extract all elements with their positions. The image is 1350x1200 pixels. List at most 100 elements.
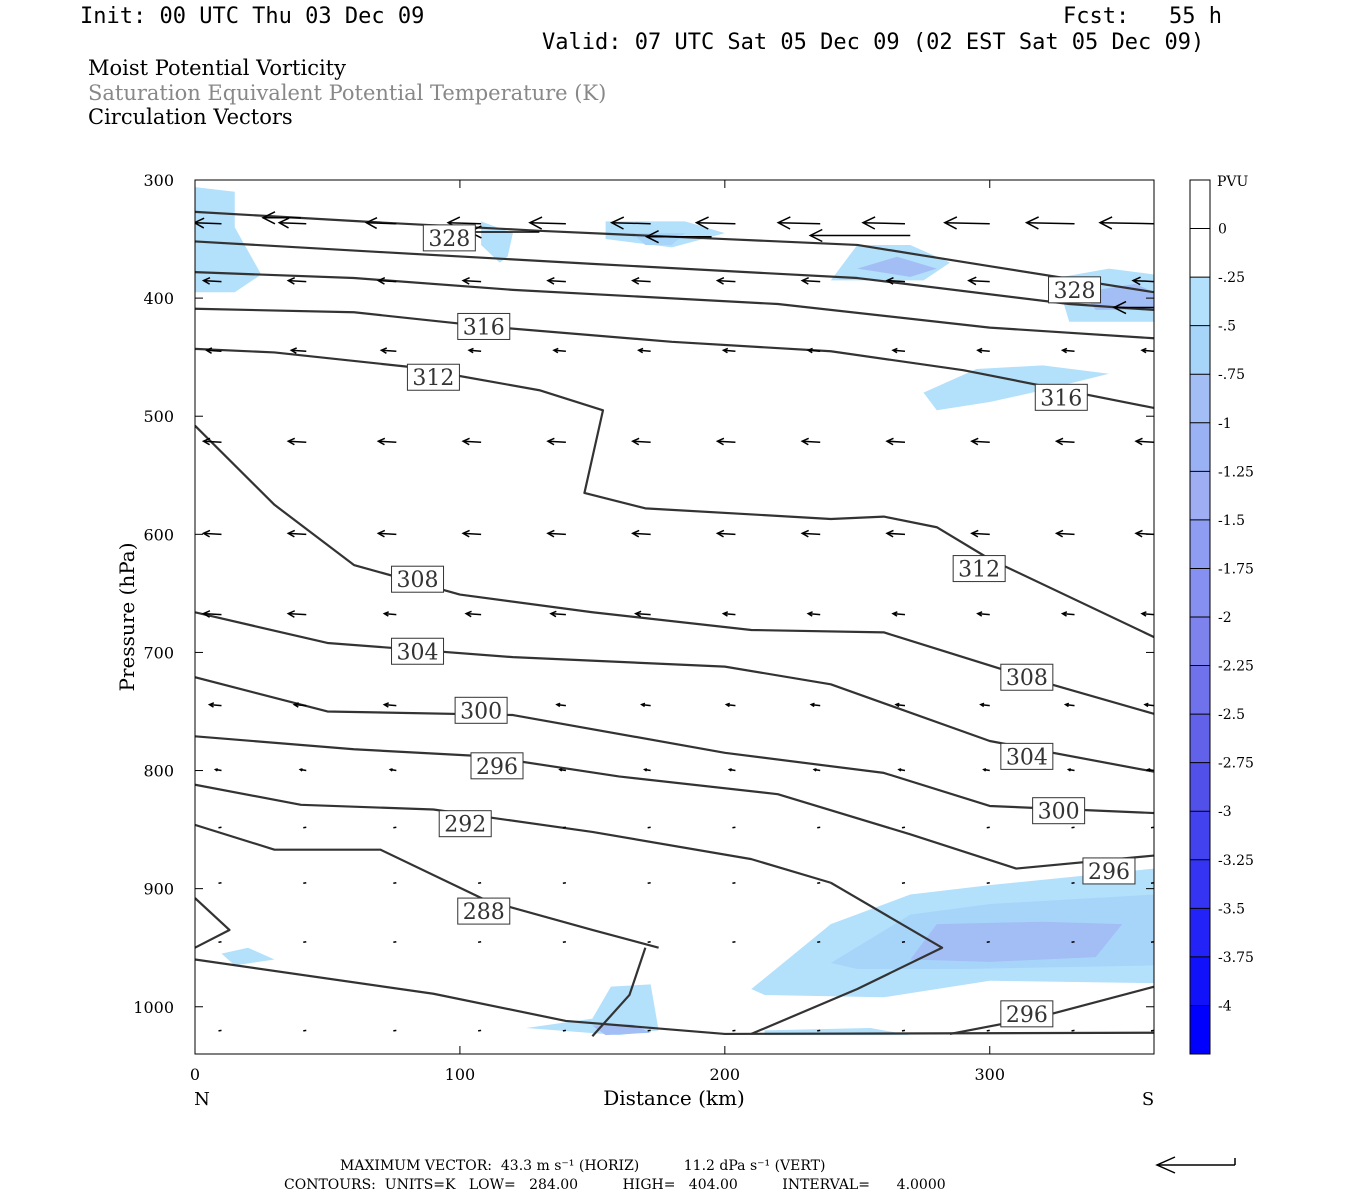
circulation-vector [379, 347, 397, 354]
circulation-vector [806, 611, 821, 617]
x-axis-title: Distance (km) [603, 1086, 745, 1110]
circulation-vector [970, 437, 990, 446]
circulation-vector [643, 768, 651, 772]
colorbar-level-label: 0 [1218, 222, 1227, 238]
contour-label-316: 316 [457, 312, 511, 340]
circulation-vector [467, 347, 482, 354]
circulation-vector [218, 1029, 222, 1032]
circulation-vector [1140, 347, 1154, 354]
circulation-vector [303, 882, 307, 884]
plot-frame [194, 179, 1155, 1055]
circulation-vector [817, 882, 821, 884]
y-tick-label: 300 [143, 171, 174, 190]
circulation-vector [388, 768, 397, 772]
contour-line-300 [195, 676, 1154, 815]
svg-text:304: 304 [1006, 745, 1048, 770]
circulation-vector [298, 768, 307, 772]
svg-text:304: 304 [397, 640, 439, 665]
circulation-vector [213, 768, 222, 772]
circulation-vector [201, 437, 222, 446]
colorbar-title: PVU [1217, 174, 1249, 190]
circulation-vector [1060, 611, 1075, 617]
circulation-vector [546, 437, 566, 446]
circulation-vector [286, 437, 307, 446]
circulation-vector [376, 529, 397, 538]
circulation-vector [477, 882, 482, 884]
colorbar-level-label: -2.25 [1218, 659, 1254, 675]
circulation-vector [806, 347, 821, 354]
circulation-vector [885, 529, 906, 538]
circulation-vector [732, 941, 736, 944]
circulation-vector [732, 882, 736, 884]
contour-label-292: 292 [438, 810, 492, 838]
svg-text:312: 312 [412, 366, 454, 391]
colorbar-level-label: -3 [1218, 804, 1232, 820]
y-tick-label: 700 [143, 643, 174, 662]
colorbar-level-label: -1.5 [1218, 513, 1245, 529]
circulation-vector [1071, 1029, 1075, 1032]
circulation-vector [634, 610, 651, 618]
valid-time: Valid: 07 UTC Sat 05 Dec 09 (02 EST Sat … [542, 30, 1205, 55]
svg-text:308: 308 [397, 568, 439, 593]
circulation-vector [901, 1029, 906, 1032]
circulation-vector [528, 216, 566, 230]
circulation-vector [461, 276, 482, 285]
circulation-vector [894, 702, 906, 708]
contour-label-312: 312 [952, 555, 1006, 583]
circulation-vector [727, 768, 736, 772]
svg-text:296: 296 [1006, 1003, 1048, 1028]
contour-label-328: 328 [422, 224, 476, 252]
circulation-vector [393, 882, 397, 884]
field-title-mpv: Moist Potential Vorticity [88, 56, 346, 80]
circulation-vector [376, 276, 397, 285]
circulation-vector [393, 941, 397, 944]
circulation-vector [207, 702, 222, 708]
circulation-vector [732, 826, 736, 829]
colorbar-swatch [1190, 374, 1210, 424]
circulation-vector [943, 216, 990, 230]
circulation-vector [800, 437, 821, 446]
colorbar-level-label: -.5 [1218, 319, 1236, 335]
circulation-vector [715, 437, 736, 446]
svg-text:300: 300 [1038, 800, 1080, 825]
circulation-vector [901, 882, 906, 884]
circulation-vector [637, 347, 651, 354]
circulation-vector [809, 702, 821, 708]
circulation-vector [647, 882, 651, 884]
circulation-vector [715, 529, 736, 538]
circulation-vector [286, 529, 307, 538]
circulation-vector [461, 529, 482, 538]
circulation-vector [800, 276, 821, 285]
circulation-vector [817, 826, 821, 829]
circulation-vector [800, 529, 821, 538]
x-end-label-north: N [194, 1089, 210, 1110]
contour-label-296: 296 [470, 752, 524, 780]
colorbar-level-label: -2.5 [1218, 707, 1245, 723]
circulation-vector [631, 437, 651, 446]
colorbar-swatch [1190, 665, 1210, 715]
y-tick-label: 500 [143, 407, 174, 426]
circulation-vector [549, 610, 566, 618]
circulation-vector [901, 941, 906, 944]
colorbar-level-label: -4 [1218, 998, 1232, 1014]
field-title-thetae: Saturation Equivalent Potential Temperat… [88, 81, 607, 105]
circulation-vector [986, 941, 990, 944]
colorbar-swatch [1190, 519, 1210, 569]
contour-label-300: 300 [1032, 797, 1086, 825]
colorbar-level-label: -3.5 [1218, 901, 1245, 917]
colorbar-swatch [1190, 859, 1210, 909]
contour-line-292 [195, 783, 832, 884]
circulation-vector [562, 941, 567, 944]
circulation-vector [1134, 529, 1154, 538]
circulation-vector [1134, 437, 1154, 446]
circulation-vector [292, 702, 307, 708]
pv-region [910, 921, 1123, 962]
circulation-vector [218, 941, 222, 944]
circulation-vector [289, 347, 307, 354]
contour-line-288 [591, 947, 647, 1038]
circulation-vector [204, 347, 222, 354]
circulation-vector [555, 702, 566, 708]
x-tick-label: 300 [974, 1065, 1005, 1084]
colorbar-level-label: -1.25 [1218, 464, 1254, 480]
circulation-vector [817, 1029, 821, 1032]
